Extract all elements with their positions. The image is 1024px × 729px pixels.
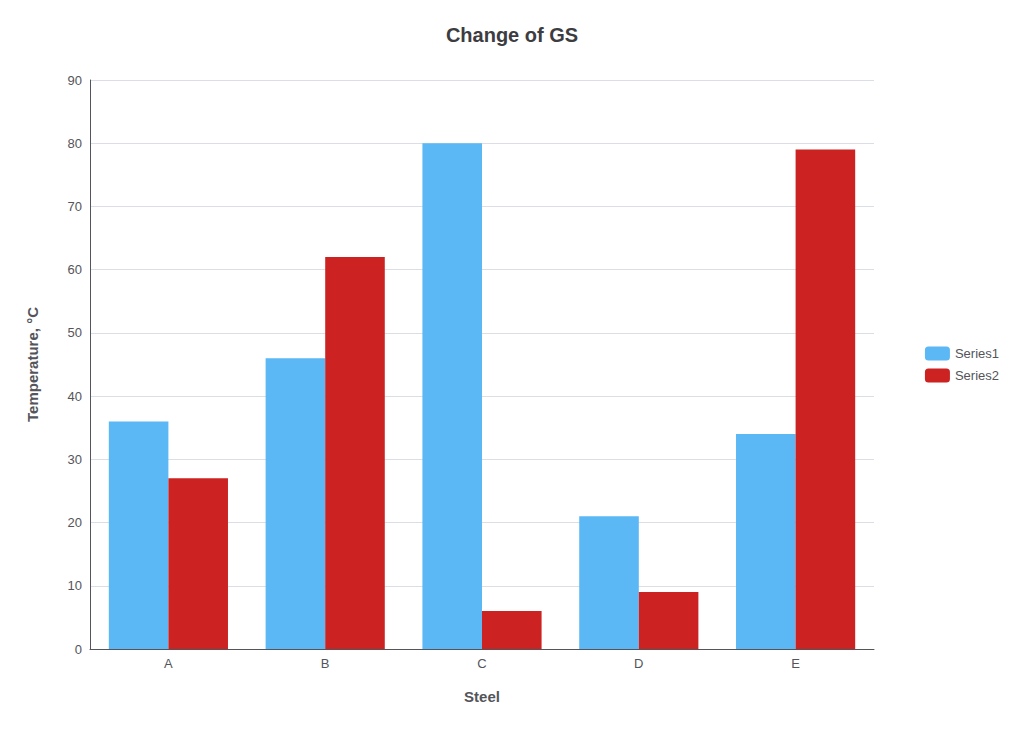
svg-text:A: A (164, 656, 173, 671)
svg-text:0: 0 (75, 642, 82, 657)
svg-text:Steel: Steel (464, 688, 500, 705)
svg-text:Series2: Series2 (955, 368, 999, 383)
svg-text:90: 90 (68, 73, 82, 88)
svg-text:40: 40 (68, 389, 82, 404)
svg-text:70: 70 (68, 199, 82, 214)
svg-text:C: C (477, 656, 486, 671)
svg-text:Series1: Series1 (955, 346, 999, 361)
svg-text:80: 80 (68, 136, 82, 151)
svg-text:60: 60 (68, 262, 82, 277)
svg-text:B: B (321, 656, 330, 671)
svg-text:10: 10 (68, 578, 82, 593)
svg-text:20: 20 (68, 515, 82, 530)
svg-text:Change of GS: Change of GS (446, 24, 578, 46)
svg-text:D: D (634, 656, 643, 671)
svg-text:E: E (791, 656, 800, 671)
svg-text:Temperature, °C: Temperature, °C (24, 307, 41, 422)
svg-text:30: 30 (68, 452, 82, 467)
svg-text:50: 50 (68, 325, 82, 340)
